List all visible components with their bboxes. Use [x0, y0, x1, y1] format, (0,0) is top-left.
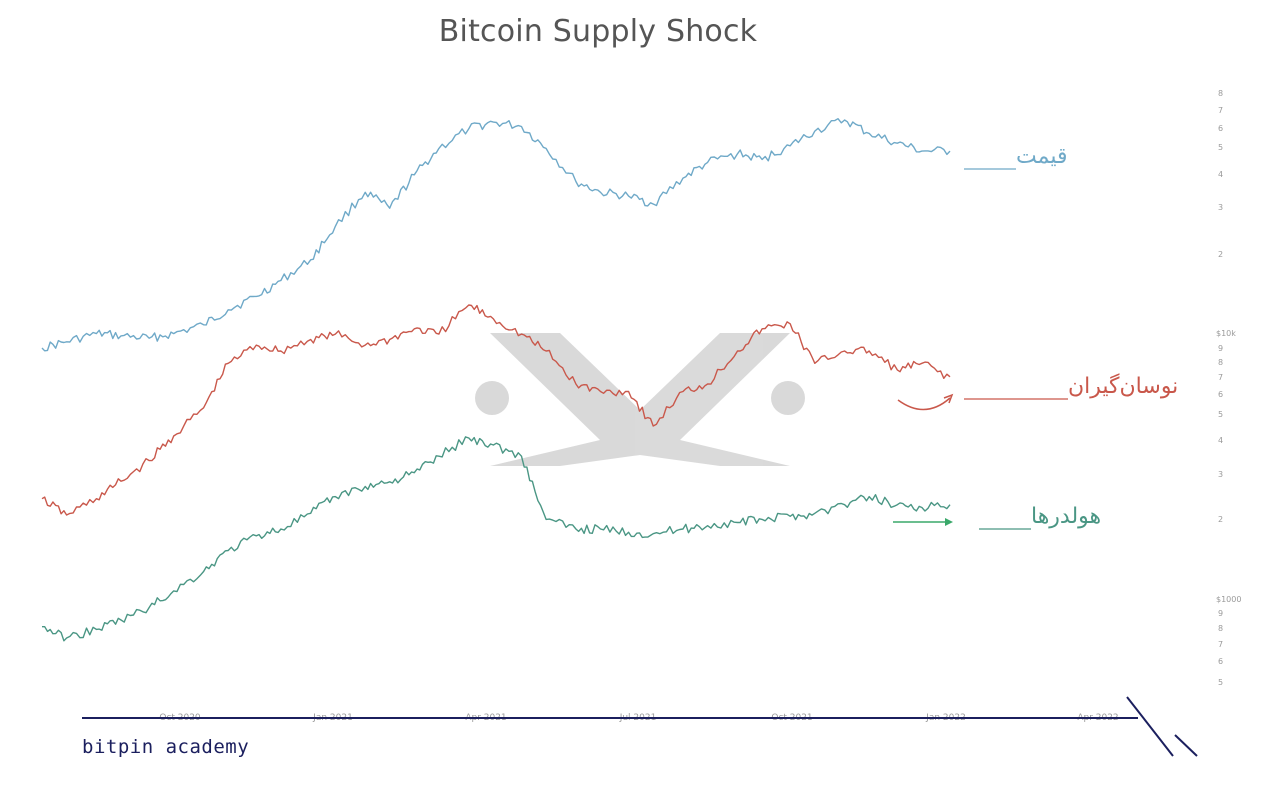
- y-tick-label: 8: [1218, 358, 1223, 367]
- series-labels: قیمت نوسان‌گیران هولدرها: [964, 144, 1178, 530]
- y-tick-label: 5: [1218, 410, 1223, 419]
- footer-slash-1: [1126, 696, 1174, 757]
- series-layer: [41, 118, 951, 642]
- series-label-3: هولدرها: [1031, 504, 1101, 529]
- y-tick-label: 4: [1218, 170, 1223, 179]
- y-tick-label: 9: [1218, 609, 1223, 618]
- y-tick-label: 6: [1218, 390, 1223, 399]
- y-tick-label: 7: [1218, 373, 1223, 382]
- straight-arrow-head-icon: [945, 518, 953, 526]
- y-tick-label: 3: [1218, 470, 1223, 479]
- footer-brand: bitpin academy: [82, 736, 250, 758]
- y-tick-label: $1000: [1216, 595, 1241, 604]
- y-tick-label: $10k: [1216, 329, 1236, 338]
- chart-title: Bitcoin Supply Shock: [438, 14, 758, 49]
- y-tick-label: 7: [1218, 640, 1223, 649]
- y-tick-label: 6: [1218, 124, 1223, 133]
- y-tick-label: 7: [1218, 106, 1223, 115]
- y-tick-label: 2: [1218, 515, 1223, 524]
- y-tick-label: 3: [1218, 203, 1223, 212]
- series-line-2: [41, 304, 951, 516]
- y-tick-label: 8: [1218, 89, 1223, 98]
- y-tick-label: 6: [1218, 657, 1223, 666]
- y-tick-label: 9: [1218, 344, 1223, 353]
- y-tick-label: 5: [1218, 678, 1223, 687]
- y-tick-label: 2: [1218, 250, 1223, 259]
- series-line-1: [41, 118, 951, 352]
- series-label-1: قیمت: [1016, 144, 1067, 169]
- series-label-2: نوسان‌گیران: [1068, 373, 1178, 399]
- y-tick-label: 4: [1218, 436, 1223, 445]
- y-tick-label: 8: [1218, 624, 1223, 633]
- watermark-logo-icon: [475, 333, 805, 466]
- y-axis-ticks: 8 7 6 5 4 3 2 $10k 9 8 7 6 5 4 3 2 $1000 9 8 7 6 5: [1216, 89, 1241, 687]
- series-line-3: [42, 436, 951, 642]
- curved-arrow-head-icon: [943, 393, 954, 404]
- curved-arrow-icon: [897, 397, 951, 411]
- footer-slash-2: [1174, 734, 1198, 757]
- y-tick-label: 5: [1218, 143, 1223, 152]
